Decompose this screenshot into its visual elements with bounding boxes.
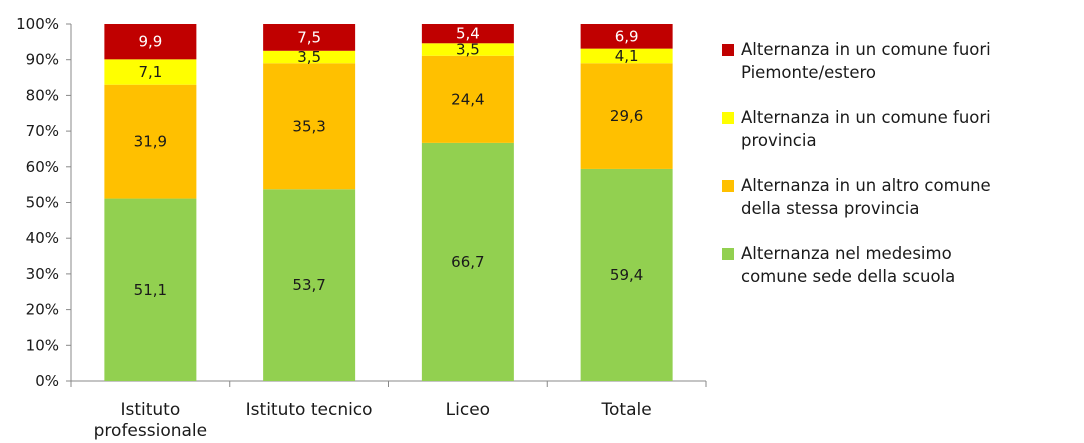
bar-segment — [104, 198, 197, 381]
bar-segment — [263, 63, 356, 190]
category-label: Istituto — [120, 400, 180, 420]
legend-label-line: della stessa provincia — [741, 199, 920, 218]
category-label: professionale — [94, 421, 207, 441]
legend-swatch-fuori-piemonte — [722, 44, 734, 56]
data-label: 6,9 — [615, 27, 639, 45]
data-label: 3,5 — [297, 48, 321, 66]
data-label: 3,5 — [456, 41, 480, 59]
legend-label-line: provincia — [741, 131, 817, 150]
legend-label-medesimo-comune: Alternanza nel medesimo comune sede dell… — [741, 242, 1081, 288]
bar-segment — [104, 24, 197, 60]
data-label: 5,4 — [456, 25, 480, 43]
legend-label-stessa-provincia: Alternanza in un altro comune della stes… — [741, 174, 1081, 220]
bar-segment — [263, 50, 356, 64]
data-label: 66,7 — [451, 253, 484, 271]
bar-segment — [104, 59, 197, 85]
chart-legend: Alternanza in un comune fuori Piemonte/e… — [722, 38, 1082, 310]
legend-label-line: Alternanza nel medesimo — [741, 244, 952, 263]
legend-label-line: Alternanza in un comune fuori — [741, 40, 991, 59]
y-tick-label: 100% — [16, 15, 59, 33]
bar-segment — [580, 63, 673, 169]
data-label: 4,1 — [615, 47, 639, 65]
legend-label-fuori-piemonte: Alternanza in un comune fuori Piemonte/e… — [741, 38, 1081, 84]
category-label: Liceo — [446, 400, 490, 420]
legend-label-fuori-provincia: Alternanza in un comune fuori provincia — [741, 106, 1081, 152]
bar-segment — [104, 84, 197, 199]
bar-segment — [421, 142, 514, 381]
y-tick-label: 90% — [26, 51, 59, 69]
data-label: 29,6 — [610, 107, 643, 125]
bar-segment — [580, 24, 673, 49]
legend-label-line: Alternanza in un comune fuori — [741, 108, 991, 127]
bar-segment — [263, 189, 356, 381]
y-tick-label: 40% — [26, 229, 59, 247]
y-tick-label: 80% — [26, 86, 59, 104]
y-tick-label: 0% — [35, 372, 59, 390]
data-label: 9,9 — [138, 33, 162, 51]
legend-item-stessa-provincia: Alternanza in un altro comune della stes… — [722, 174, 1082, 242]
legend-label-line: Piemonte/estero — [741, 63, 877, 82]
data-label: 31,9 — [134, 133, 167, 151]
legend-label-line: comune sede della scuola — [741, 267, 956, 286]
legend-item-medesimo-comune: Alternanza nel medesimo comune sede dell… — [722, 242, 1082, 310]
legend-item-fuori-piemonte: Alternanza in un comune fuori Piemonte/e… — [722, 38, 1082, 106]
data-label: 59,4 — [610, 266, 643, 284]
bar-segment — [421, 55, 514, 143]
y-tick-label: 50% — [26, 194, 59, 212]
y-tick-label: 10% — [26, 336, 59, 354]
y-tick-label: 60% — [26, 158, 59, 176]
stacked-bar-chart: 0% 10% 20% 30% 40% 50% 60% 70% 80% 90% 100% 51,1 31,… — [16, 15, 707, 441]
data-label: 53,7 — [292, 276, 325, 294]
bar-segment — [263, 24, 356, 51]
category-label: Istituto tecnico — [246, 400, 373, 420]
data-label: 7,1 — [138, 63, 162, 81]
legend-swatch-stessa-provincia — [722, 180, 734, 192]
legend-swatch-medesimo-comune — [722, 248, 734, 260]
data-label: 51,1 — [134, 281, 167, 299]
bar-segment — [421, 43, 514, 56]
y-tick-label: 70% — [26, 122, 59, 140]
bar-segment — [421, 24, 514, 44]
bar-segment — [580, 48, 673, 64]
legend-label-line: Alternanza in un altro comune — [741, 176, 991, 195]
y-tick-label: 20% — [26, 301, 59, 319]
data-label: 35,3 — [292, 117, 325, 135]
category-label: Totale — [601, 400, 652, 420]
data-label: 24,4 — [451, 90, 484, 108]
data-label: 7,5 — [297, 28, 321, 46]
bar-segment — [580, 168, 673, 381]
legend-swatch-fuori-provincia — [722, 112, 734, 124]
y-tick-label: 30% — [26, 265, 59, 283]
legend-item-fuori-provincia: Alternanza in un comune fuori provincia — [722, 106, 1082, 174]
